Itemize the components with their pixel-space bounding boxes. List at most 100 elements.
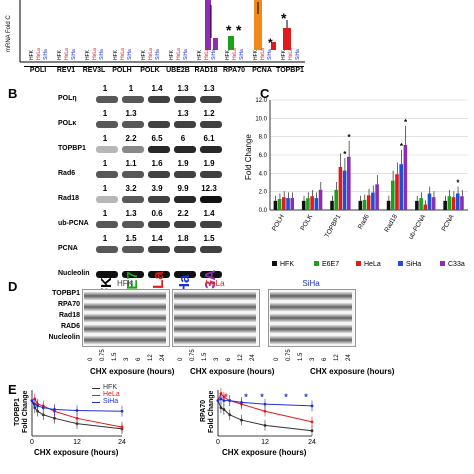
cell-mini-label: HFK — [29, 50, 35, 60]
legend-label: SiHa — [406, 261, 421, 268]
blot-band — [174, 271, 196, 278]
significance-asterisk: * — [304, 392, 308, 402]
cell-mini-label: HeLa — [288, 48, 294, 60]
band-quant-value: 1 — [128, 84, 134, 93]
bar — [334, 189, 339, 210]
timepoint-label: 1.5 — [202, 352, 208, 361]
blot-band — [174, 171, 196, 178]
gene-label: POLK — [136, 66, 164, 74]
band-quant-value: 1 — [102, 184, 108, 193]
panel-d: D HFK 0 0.75 1.5 3 6 12 24 HeLa 0 0.75 1.5 3 6 12 24 SiH… — [0, 275, 474, 376]
x-tick-label: 24 — [118, 439, 126, 446]
x-tick-label: PCNA — [440, 213, 455, 233]
legend-label: HeLa — [364, 261, 381, 268]
panel-e-letter: E — [8, 382, 17, 397]
gene-label: POLI — [24, 66, 52, 74]
bar — [371, 192, 375, 210]
bar — [286, 198, 290, 210]
cell-mini-label: HeLa — [260, 48, 266, 60]
blot-row-label: ub-PCNA — [58, 220, 89, 227]
band-quant-value: 1.4 — [151, 84, 163, 93]
blot-band — [96, 96, 118, 103]
bar — [306, 198, 310, 210]
blot-band — [122, 271, 144, 278]
blot-band-row — [96, 120, 226, 129]
blot-row-label: RAD6 — [60, 323, 80, 330]
significance-asterisk: * — [456, 179, 460, 188]
bar — [338, 166, 343, 210]
blot-band — [96, 246, 118, 253]
band-quant-value: 1.6 — [151, 159, 163, 168]
panel-e-charts: 0 12 24 0 12 24 * * * * * — [30, 388, 316, 446]
significance-asterisk: * — [244, 392, 248, 402]
timepoint-label: 6 — [136, 357, 142, 361]
x-tick-label: 0 — [30, 439, 34, 446]
bar — [447, 196, 452, 210]
blot-band — [122, 171, 144, 178]
cell-mini-label: HFK — [197, 50, 203, 60]
significance-asterisk: * — [260, 392, 264, 402]
blot-band — [122, 96, 144, 103]
blot-band-strip — [174, 303, 256, 311]
y-tick-label: 4.0 — [259, 171, 268, 177]
blot-band — [96, 271, 118, 278]
blot-band — [122, 221, 144, 228]
asterisk: * — [268, 36, 273, 50]
bar-rpa70 — [228, 36, 234, 50]
legend-swatch — [272, 261, 277, 266]
asterisk: * — [236, 22, 242, 38]
blot-row-label: RPA70 — [57, 301, 80, 308]
blot-band — [174, 121, 196, 128]
blot-band — [96, 196, 118, 203]
band-quant-value: 6.1 — [203, 134, 215, 143]
cell-mini-label: HeLa — [148, 48, 154, 60]
cell-mini-label: SiHa — [239, 49, 245, 60]
cell-mini-label: HFK — [225, 50, 231, 60]
significance-asterisk: * — [343, 150, 347, 159]
timepoint-label: 12 — [334, 354, 340, 361]
gene-label: RAD18 — [192, 66, 220, 74]
panel-e-right-ylabel-sub: Fold Change — [208, 390, 215, 433]
band-quant-value: 1.9 — [177, 159, 189, 168]
bar — [423, 204, 428, 210]
x-tick-label: 0 — [216, 439, 220, 446]
blot-band — [148, 171, 170, 178]
band-quant-value: 3.9 — [151, 184, 163, 193]
x-tick-label: POLH — [271, 213, 286, 232]
blot-band — [174, 221, 196, 228]
x-tick-label: Rad6 — [357, 213, 371, 230]
gene-label: RPA70 — [220, 66, 248, 74]
blot-band — [122, 121, 144, 128]
cell-mini-label: HFK — [57, 50, 63, 60]
blot-row-label: TOPBP1 — [52, 290, 80, 297]
panel-c: C Fold Change 0.0 2.0 4.0 6.0 8.0 10.0 12.0 POL… — [240, 80, 474, 280]
panel-d-letter: D — [8, 279, 18, 294]
panel-c-letter: C — [260, 86, 270, 101]
bar — [390, 180, 395, 210]
band-quant-value: 1 — [102, 234, 108, 243]
gene-label: PCNA — [248, 66, 276, 74]
gene-label: TOPBP1 — [276, 66, 304, 74]
blot-band — [96, 121, 118, 128]
y-tick-label: 0.0 — [259, 208, 268, 214]
band-quant-value: 6 — [180, 134, 186, 143]
blot-row-label: Rad6 — [58, 170, 76, 177]
y-tick-label: 8.0 — [259, 135, 268, 141]
bar — [386, 200, 391, 210]
timepoint-label: 6 — [226, 357, 232, 361]
gene-label: POLH — [108, 66, 136, 74]
bar — [358, 200, 363, 210]
blot-band-strip — [84, 325, 166, 333]
panel-e-right-ylabel: RPA70 — [200, 399, 207, 422]
blot-band — [148, 246, 170, 253]
band-quant-value: 9.9 — [177, 184, 189, 193]
asterisk: * — [226, 22, 232, 38]
legend-swatch — [314, 261, 319, 266]
x-tick-label: 24 — [308, 439, 316, 446]
cell-mini-label: HeLa — [36, 48, 42, 60]
cell-mini-label: SiHa — [127, 49, 133, 60]
panel-d-xlabel-2: CHX exposure (hours) — [190, 367, 275, 376]
blot-band — [200, 96, 222, 103]
significance-asterisk: * — [404, 118, 408, 127]
panel-a: mRNA Fold C * * * * POLI HFK HeLa SiHa REV1 H… — [0, 0, 310, 78]
